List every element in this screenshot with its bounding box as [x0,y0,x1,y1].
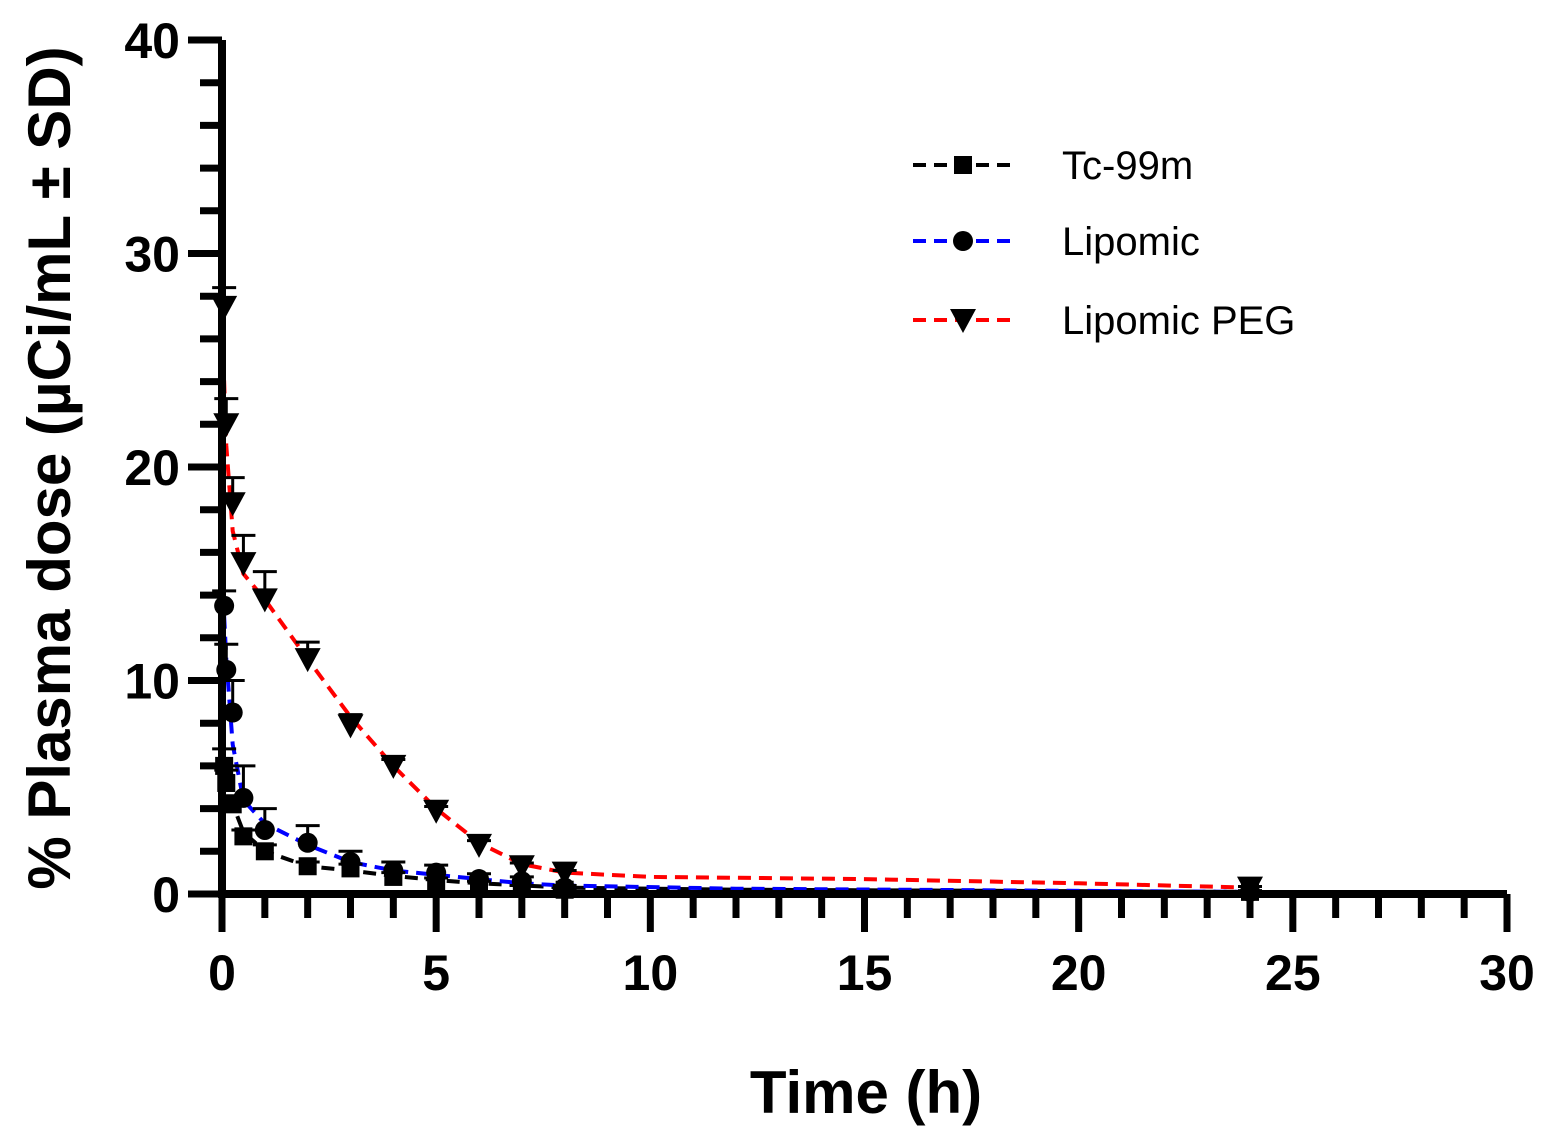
legend-marker-tc-99m [954,156,972,174]
legend-item-tc-99m: Tc-99m [913,144,1193,188]
y-tick-label: 20 [124,440,180,496]
y-axis-title: % Plasma dose (µCi/mL ± SD) [16,46,83,889]
lipomic-peg-point [230,552,257,577]
x-tick-label: 15 [837,945,893,1001]
lipomic-peg-point [380,754,407,779]
lipomic-peg-point [337,714,364,739]
lipomic-point [469,869,489,890]
lipomic-point [222,702,243,723]
legend: Tc-99m Lipomic Lipomic PEG [913,144,1295,343]
lipomic-point [233,787,254,808]
lipomic-peg-point [466,833,492,858]
lipomic-peg-point [508,855,535,880]
lipomic-point [340,851,361,872]
axes [188,36,1511,932]
lipomic-point [297,832,318,853]
tc-99m-curve [220,754,1251,894]
lipomic-curve [220,573,1251,894]
lipomic-point [426,862,447,883]
legend-marker-lipomic-peg [950,309,976,333]
lipomic-peg-point [551,861,578,886]
legend-item-lipomic-peg: Lipomic PEG [913,299,1295,343]
x-tick-label: 25 [1265,945,1321,1001]
tick-labels: 0 5 10 15 20 25 30 0 10 20 30 40 [124,13,1534,1001]
error-bars [212,286,1262,893]
x-tick-label: 30 [1479,945,1535,1001]
x-tick-label: 5 [422,945,450,1001]
legend-marker-lipomic [953,231,973,251]
x-tick-label: 10 [623,945,679,1001]
y-tick-label: 10 [124,654,180,710]
fit-curves [220,317,1251,894]
lipomic-point [254,819,275,840]
lipomic-peg-point [219,492,246,517]
lipomic-peg-point [294,648,321,673]
lipomic-peg-point [423,799,450,824]
legend-label-tc-99m: Tc-99m [1062,144,1193,188]
lipomic-peg-curve [220,317,1251,890]
y-tick-label: 0 [152,867,180,923]
lipomic-peg-point [1237,876,1263,901]
x-tick-label: 20 [1051,945,1107,1001]
tc-99m-point [298,857,317,876]
y-tick-label: 40 [124,13,180,69]
data-markers [211,295,1263,902]
x-axis-title: Time (h) [750,1059,982,1126]
x-tick-label: 0 [208,945,236,1001]
lipomic-peg-point [251,588,278,613]
legend-label-lipomic: Lipomic [1062,220,1200,264]
y-tick-label: 30 [124,227,180,283]
lipomic-point [511,871,532,892]
tc-99m-point [255,842,274,861]
lipomic-point [383,860,404,881]
tc-99m-point [234,827,253,846]
legend-label-lipomic-peg: Lipomic PEG [1062,299,1295,343]
legend-item-lipomic: Lipomic [913,220,1200,264]
